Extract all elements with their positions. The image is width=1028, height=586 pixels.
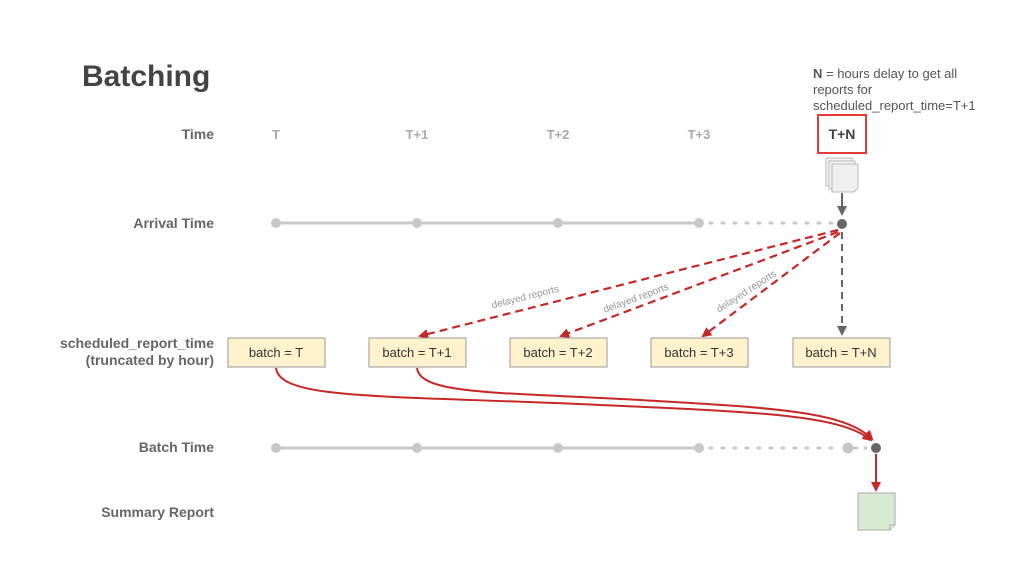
timeline-dot	[694, 443, 704, 453]
delayed-arrow	[701, 232, 841, 338]
timeline-dot	[553, 218, 563, 228]
timeline-dot	[412, 218, 422, 228]
time-tick: T+2	[547, 127, 570, 142]
batch-label: batch = T+2	[523, 345, 592, 360]
timeline-dot	[842, 442, 854, 454]
row-label-time: Time	[182, 126, 215, 142]
highlight-box	[817, 114, 867, 154]
batch-curve	[416, 367, 874, 441]
page-fold	[889, 524, 895, 530]
row-label-scheduled: scheduled_report_time	[60, 335, 214, 351]
note-text: = hours delay to get all	[822, 66, 957, 81]
timeline-dot	[553, 443, 563, 453]
page-title: Batching	[82, 60, 210, 93]
time-tick-n: T+N	[829, 126, 856, 142]
row-label-truncated: (truncated by hour)	[86, 352, 214, 368]
batch-box	[509, 337, 608, 368]
batch-box	[650, 337, 749, 368]
delayed-label: delayed reports	[491, 284, 561, 311]
batch-label: batch = T+3	[664, 345, 733, 360]
timeline-dot	[694, 218, 704, 228]
batch-boxes	[227, 337, 891, 368]
time-tick: T	[272, 127, 280, 142]
note-n: N	[813, 66, 822, 81]
row-label-batch-time: Batch Time	[139, 439, 214, 455]
timeline-dot	[271, 218, 281, 228]
delayed-arrow	[559, 230, 839, 338]
batch-dot-current	[871, 443, 881, 453]
timeline-dot	[412, 443, 422, 453]
note-line-3: scheduled_report_time=T+1	[813, 98, 976, 113]
delayed-arrows	[418, 228, 841, 339]
time-tick: T+3	[688, 127, 711, 142]
batch-label: batch = T+N	[805, 345, 876, 360]
note-line-1: N = hours delay to get all	[813, 66, 957, 81]
batch-label: batch = T+1	[382, 345, 451, 360]
batch-box	[227, 337, 326, 368]
time-tick: T+1	[406, 127, 429, 142]
batch-label: batch = T	[249, 345, 303, 360]
arrival-dot-current	[837, 219, 847, 229]
delayed-arrow	[418, 228, 839, 339]
timeline-dot	[271, 443, 281, 453]
row-label-summary: Summary Report	[101, 504, 214, 520]
row-label-arrival: Arrival Time	[133, 215, 214, 231]
arrival-timeline	[271, 218, 847, 229]
batch-box	[368, 337, 467, 368]
batch-timeline	[271, 442, 881, 454]
summary-report-icon	[857, 492, 896, 531]
reports-stack-icon	[825, 157, 859, 193]
batch-curve	[275, 367, 873, 442]
batch-box	[792, 337, 891, 368]
note-line-2: reports for	[813, 82, 873, 97]
batch-curves	[275, 367, 874, 442]
